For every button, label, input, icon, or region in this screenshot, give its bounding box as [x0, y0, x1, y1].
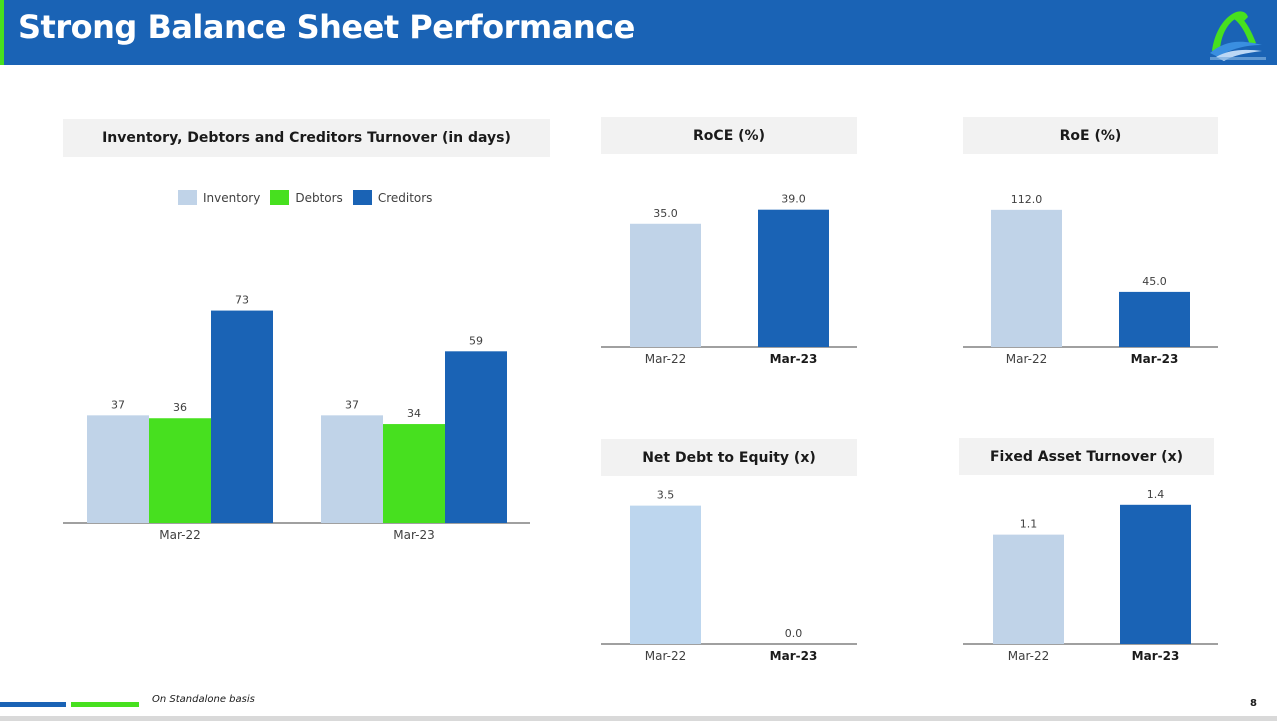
fixed-asset-turnover-tick-label-mar-23: Mar-23: [1132, 649, 1180, 663]
fixed-asset-turnover-tick-label-mar-22: Mar-22: [1008, 649, 1049, 663]
roce-chart-title: RoCE (%): [601, 117, 857, 154]
net-debt-equity-data-label-mar-23: 0.0: [785, 627, 803, 640]
fixed-asset-turnover-bar-mar-23: [1120, 504, 1191, 644]
bar-creditors-mar-22: [211, 310, 273, 523]
net-debt-equity-bar-mar-22: [630, 505, 701, 644]
fixed-asset-turnover-data-label-mar-23: 1.4: [1147, 488, 1165, 501]
data-label-debtors-mar-22: 36: [173, 401, 187, 414]
roe-data-label-mar-22: 112.0: [1011, 193, 1043, 206]
legend-swatch-inventory: [178, 190, 197, 205]
data-label-creditors-mar-22: 73: [235, 294, 249, 307]
legend-item-debtors: Debtors: [270, 190, 343, 205]
bar-inventory-mar-22: [87, 415, 149, 523]
legend-label-debtors: Debtors: [295, 190, 343, 205]
roce-bar-mar-22: [630, 223, 701, 347]
roce-data-label-mar-22: 35.0: [653, 207, 678, 220]
roe-chart-title: RoE (%): [963, 117, 1218, 154]
roe-bar-mar-22: [991, 209, 1062, 347]
data-label-debtors-mar-23: 34: [407, 407, 421, 420]
tick-label-mar-23: Mar-23: [393, 528, 434, 542]
turnover-legend: Inventory Debtors Creditors: [178, 190, 442, 205]
footer-blue-bar: [0, 702, 66, 707]
bottom-rule: [0, 716, 1277, 721]
bar-inventory-mar-23: [321, 415, 383, 523]
footer-green-bar: [71, 702, 139, 707]
legend-label-creditors: Creditors: [377, 190, 433, 205]
fixed-asset-turnover-data-label-mar-22: 1.1: [1020, 518, 1038, 531]
header-accent: [0, 0, 4, 65]
roce-tick-label-mar-23: Mar-23: [770, 352, 818, 366]
roe-tick-label-mar-22: Mar-22: [1006, 352, 1047, 366]
legend-swatch-creditors: [352, 190, 372, 205]
legend-item-inventory: Inventory: [178, 190, 260, 205]
page-title: Strong Balance Sheet Performance: [18, 8, 635, 46]
bar-debtors-mar-22: [149, 418, 211, 523]
net-debt-equity-tick-label-mar-22: Mar-22: [645, 649, 686, 663]
roce-tick-label-mar-22: Mar-22: [645, 352, 686, 366]
tick-label-mar-22: Mar-22: [159, 528, 200, 542]
data-label-inventory-mar-23: 37: [345, 398, 359, 411]
page-number: 8: [1250, 698, 1257, 709]
net-debt-equity-data-label-mar-22: 3.5: [657, 489, 675, 502]
roe-bar-mar-23: [1119, 291, 1190, 347]
footnote: On Standalone basis: [152, 694, 255, 705]
logo-tagline: [1210, 57, 1266, 60]
roce-bar-mar-23: [758, 209, 829, 347]
turnover-chart-title: Inventory, Debtors and Creditors Turnove…: [63, 119, 550, 157]
roe-tick-label-mar-23: Mar-23: [1131, 352, 1179, 366]
roce-data-label-mar-23: 39.0: [781, 193, 806, 206]
bar-debtors-mar-23: [383, 424, 445, 523]
roe-data-label-mar-23: 45.0: [1142, 275, 1167, 288]
bar-creditors-mar-23: [445, 351, 507, 523]
net-debt-equity-chart-title: Net Debt to Equity (x): [601, 439, 857, 476]
fixed-asset-turnover-chart-title: Fixed Asset Turnover (x): [959, 438, 1214, 475]
legend-item-creditors: Creditors: [352, 190, 433, 205]
legend-label-inventory: Inventory: [203, 190, 261, 205]
net-debt-equity-tick-label-mar-23: Mar-23: [770, 649, 818, 663]
data-label-creditors-mar-23: 59: [469, 334, 483, 347]
header-bar: Strong Balance Sheet Performance: [0, 0, 1277, 65]
data-label-inventory-mar-22: 37: [111, 398, 125, 411]
fixed-asset-turnover-bar-mar-22: [993, 534, 1064, 644]
legend-swatch-debtors: [270, 190, 290, 205]
